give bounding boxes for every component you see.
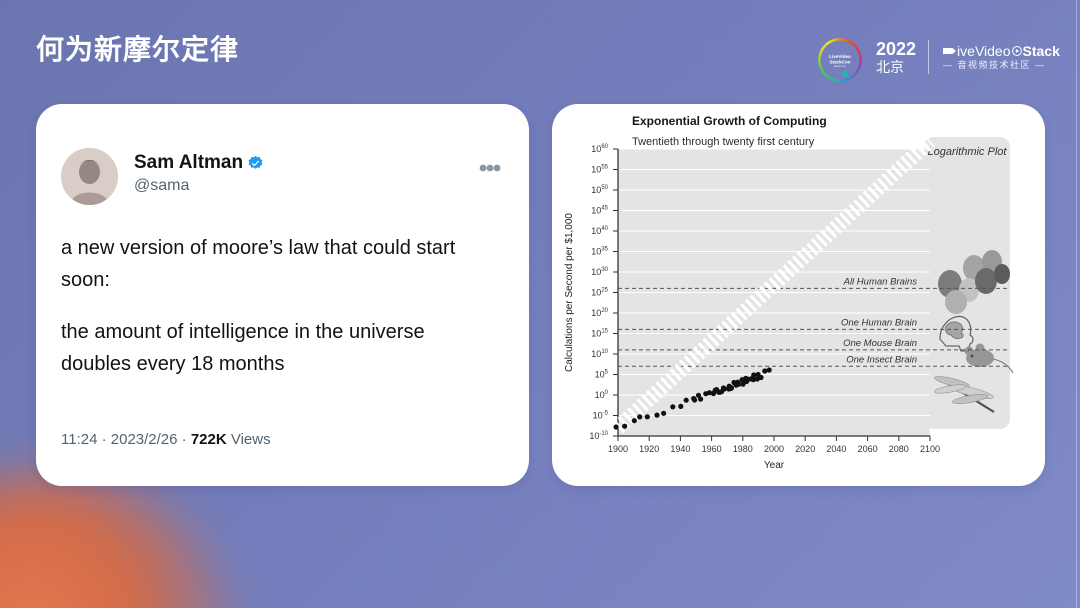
svg-text:LiveVideo: LiveVideo	[829, 54, 851, 59]
svg-text:One Insect Brain: One Insect Brain	[846, 354, 917, 365]
svg-text:1055: 1055	[591, 165, 608, 175]
svg-text:1035: 1035	[591, 247, 608, 257]
svg-text:1980: 1980	[733, 444, 753, 454]
svg-text:2080: 2080	[889, 444, 909, 454]
svg-text:StackCon: StackCon	[829, 60, 850, 65]
svg-text:100: 100	[595, 390, 609, 400]
svg-text:1045: 1045	[591, 206, 608, 216]
svg-text:BEIJING 2022: BEIJING 2022	[834, 66, 846, 68]
svg-text:All Human Brains: All Human Brains	[843, 276, 918, 287]
svg-text:1960: 1960	[702, 444, 722, 454]
svg-text:10-5: 10-5	[593, 411, 609, 421]
svg-text:1010: 1010	[591, 349, 608, 359]
svg-text:1940: 1940	[670, 444, 690, 454]
svg-text:1900: 1900	[608, 444, 628, 454]
svg-text:1030: 1030	[591, 267, 608, 277]
svg-text:1050: 1050	[591, 185, 608, 195]
svg-text:1920: 1920	[639, 444, 659, 454]
svg-text:One Human Brain: One Human Brain	[841, 317, 917, 328]
svg-text:1020: 1020	[591, 308, 608, 318]
svg-text:1015: 1015	[591, 329, 608, 339]
svg-text:1040: 1040	[591, 226, 608, 236]
svg-text:1025: 1025	[591, 288, 608, 298]
svg-text:Calculations per Second per $1: Calculations per Second per $1,000	[564, 213, 575, 372]
svg-text:Logarithmic Plot: Logarithmic Plot	[928, 146, 1008, 158]
svg-text:2100: 2100	[920, 444, 940, 454]
svg-text:2000: 2000	[764, 444, 784, 454]
svg-text:One Mouse Brain: One Mouse Brain	[843, 338, 917, 349]
svg-text:2020: 2020	[795, 444, 815, 454]
svg-text:2040: 2040	[826, 444, 846, 454]
svg-text:Year: Year	[764, 460, 785, 471]
svg-text:2060: 2060	[858, 444, 878, 454]
svg-text:105: 105	[595, 370, 609, 380]
svg-text:10-10: 10-10	[589, 431, 608, 441]
svg-text:1060: 1060	[591, 144, 608, 154]
